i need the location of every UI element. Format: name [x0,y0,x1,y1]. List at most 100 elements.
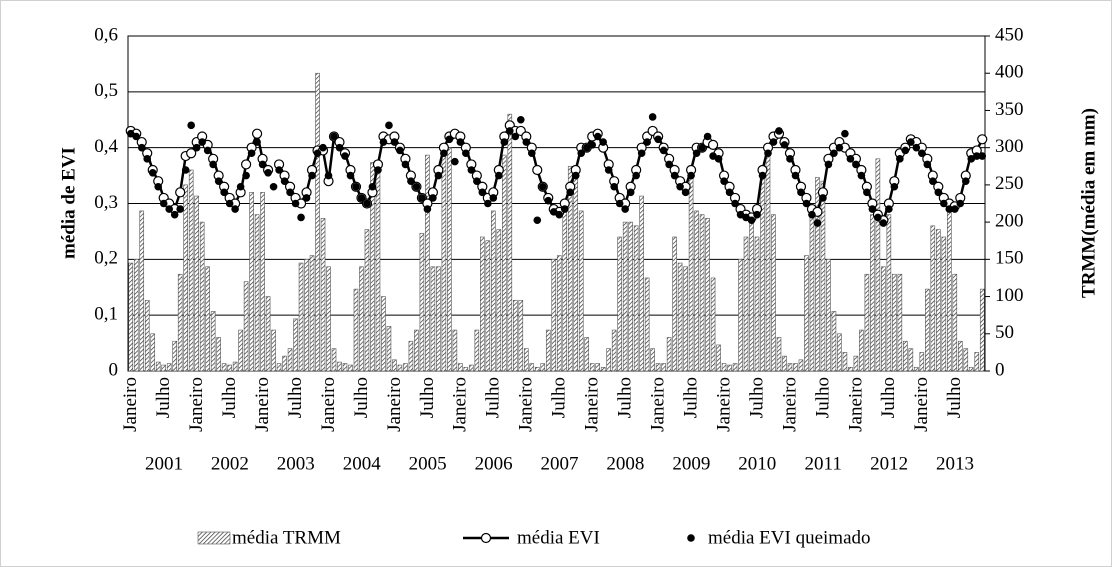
burned-point [247,149,256,158]
legend-label: média TRMM [232,527,341,548]
y-axis-label: média de EVI [58,147,79,259]
bar [441,147,447,372]
bar [842,352,848,372]
burned-point [961,177,970,185]
bar [611,329,617,372]
x-tick-label: Julho [219,377,240,418]
burned-point [654,135,662,144]
bar [469,364,474,372]
burned-point [434,171,443,180]
burned-point [467,166,476,174]
bar [710,277,716,372]
burned-point [522,138,531,146]
burned-point [747,216,756,225]
bar [287,348,293,372]
burned-point [335,143,344,152]
bar [578,210,584,372]
bar [815,177,820,372]
bar [397,364,403,372]
burned-point [571,171,580,180]
x-tick-label: Julho [944,377,965,418]
burned-point [478,188,487,197]
burned-point [132,132,141,141]
bar [485,240,491,372]
legend-swatch [687,534,695,542]
bar [425,154,430,372]
burned-point [588,141,597,149]
bar [804,255,809,372]
bar [600,366,606,372]
burned-point [577,149,586,158]
bar [161,364,167,372]
burned-point [780,141,789,149]
bar [650,348,655,372]
bar [897,273,903,372]
burned-point [934,188,943,197]
bar [430,266,436,372]
burned-point [879,219,888,227]
burned-point [950,205,959,213]
burned-point [176,205,184,213]
bar [177,273,183,372]
x-tick-label: Julho [351,377,372,418]
bar [595,363,601,372]
x-tick-label: Janeiro [516,377,537,432]
bar [447,147,452,372]
bar [551,259,557,372]
bar [304,259,309,372]
y-tick-label: 0,1 [94,304,118,325]
burned-point [352,182,360,191]
y2-tick-label: 450 [995,24,1024,45]
burned-point [137,143,146,152]
y-tick-label: 0,4 [94,136,118,157]
burned-point [187,121,195,130]
burned-point [198,138,206,146]
burned-point [423,205,432,213]
burned-point [412,182,421,191]
burned-point [615,199,624,208]
bar [523,348,529,372]
burned-point [632,171,640,180]
x-tick-label: Janeiro [186,377,207,432]
bar [919,352,925,372]
burned-point [791,171,800,180]
x-tick-label: Julho [615,377,636,418]
evi-point [532,164,543,176]
burned-point [225,199,234,208]
bar [502,154,507,372]
bar [282,355,287,372]
burned-point [418,194,426,202]
burned-point [319,143,327,152]
legend-swatch [197,531,231,545]
bar [589,363,595,372]
y-tick-label: 0 [109,359,119,380]
bar [556,255,562,372]
bar [946,210,952,372]
y-tick-label: 0,6 [94,24,118,45]
year-label: 2007 [541,453,579,474]
year-label: 2006 [475,453,513,474]
burned-point [604,166,613,174]
burned-point [830,149,838,158]
bar [408,340,414,372]
burned-point [852,160,860,169]
y2-tick-label: 300 [995,136,1024,157]
bar [628,221,633,372]
bar [771,214,776,372]
burned-point [923,160,932,169]
bar [458,363,463,372]
burned-point [797,188,805,197]
bar [342,363,348,372]
bar [139,210,145,372]
bar [238,329,243,372]
bar [133,259,139,372]
bar [353,288,359,372]
bar [309,255,315,372]
bar [370,162,375,372]
y2-tick-label: 150 [995,248,1024,269]
burned-point [560,205,569,213]
burned-point [692,149,701,158]
x-tick-label: Janeiro [779,377,800,432]
burned-point [786,155,794,163]
